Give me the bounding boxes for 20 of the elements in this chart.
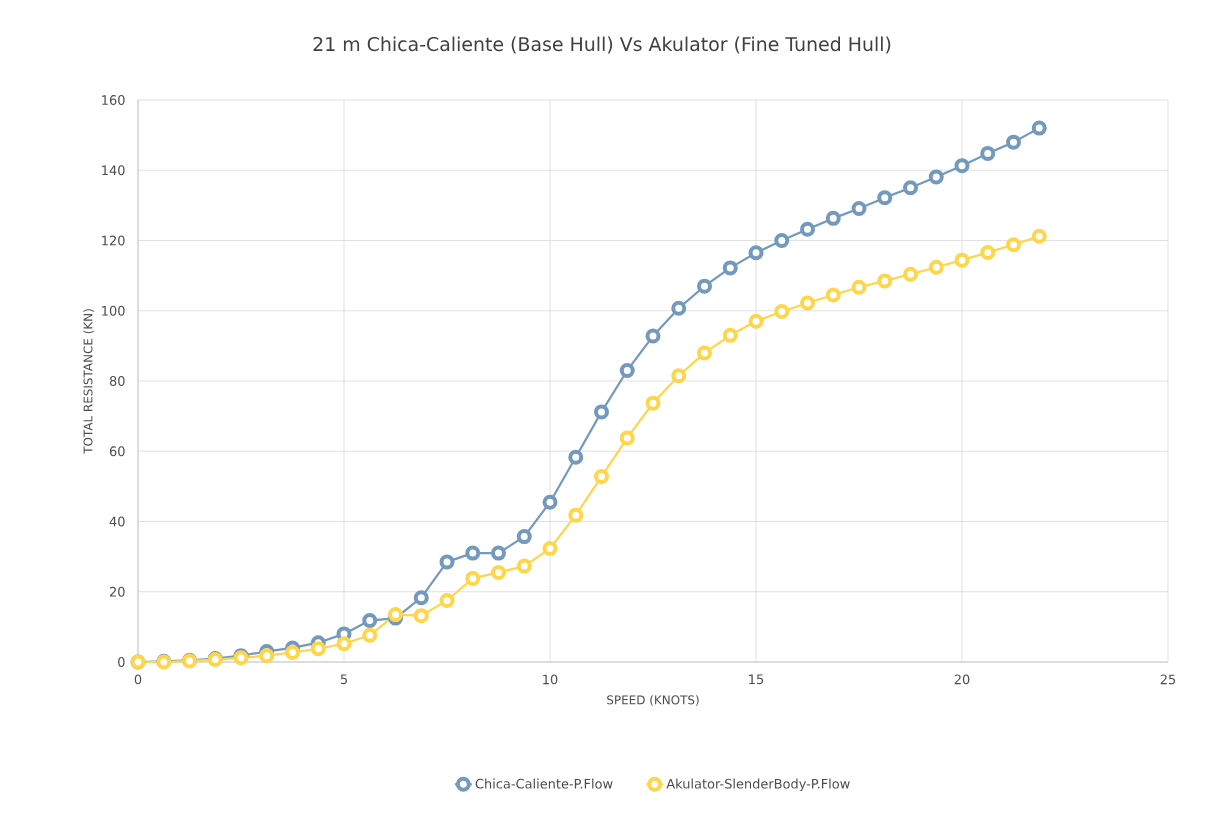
y-tick-label: 140 bbox=[102, 165, 125, 176]
x-tick-label: 25 bbox=[1160, 674, 1176, 685]
legend-label: Akulator-SlenderBody-P.Flow bbox=[666, 778, 850, 792]
y-tick-label: 20 bbox=[109, 586, 125, 597]
y-tick-label: 100 bbox=[102, 305, 125, 316]
x-tick-label: 15 bbox=[749, 674, 764, 685]
y-tick-label: 0 bbox=[118, 657, 125, 667]
y-tick-label: 40 bbox=[109, 516, 125, 527]
x-tick-label: 0 bbox=[134, 674, 142, 685]
x-axis-title: SPEED (KNOTS) bbox=[607, 695, 699, 706]
chart-title: 21 m Chica-Caliente (Base Hull) Vs Akulator (Fine Tuned Hull) bbox=[313, 36, 891, 54]
y-tick-label: 60 bbox=[109, 446, 125, 457]
y-tick-label: 120 bbox=[102, 235, 125, 246]
x-tick-label: 5 bbox=[340, 674, 347, 685]
y-axis-title: TOTAL RESISTANCE (KN) bbox=[83, 309, 94, 454]
legend-label: Chica-Caliente-P.Flow bbox=[475, 778, 613, 789]
x-tick-label: 20 bbox=[954, 674, 970, 685]
y-tick-label: 80 bbox=[109, 376, 125, 386]
x-tick-label: 10 bbox=[543, 674, 558, 685]
y-tick-label: 160 bbox=[102, 95, 125, 105]
